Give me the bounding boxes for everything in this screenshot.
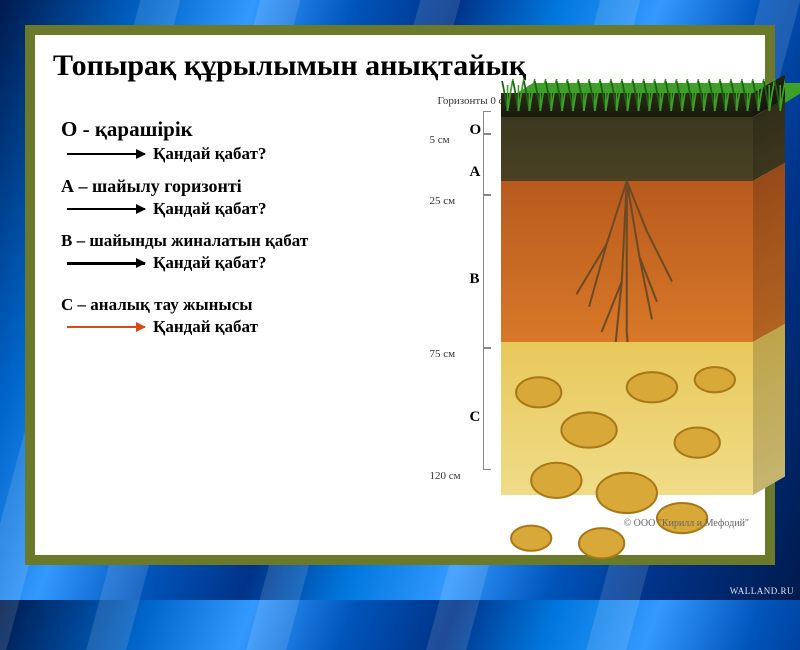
content-area: О - қарашірікҚандай қабат?А – шайылу гор… <box>43 93 757 533</box>
depth-bracket <box>483 111 491 134</box>
depth-bracket <box>483 195 491 348</box>
soil-block <box>501 93 753 495</box>
entry-sublabel: Қандай қабат? <box>153 144 266 164</box>
depth-bracket <box>483 134 491 195</box>
entry-arrow-row: Қандай қабат? <box>67 144 415 164</box>
legend-entry: С – аналық тау жынысыҚандай қабат <box>61 295 415 337</box>
entry-sublabel: Қандай қабат <box>153 317 258 337</box>
scale-title: Горизонты 0 см <box>437 95 510 107</box>
entry-heading: О - қарашірік <box>61 117 415 142</box>
entry-arrow-row: Қандай қабат <box>67 317 415 337</box>
entry-arrow-row: Қандай қабат? <box>67 253 415 273</box>
soil-layer-B <box>501 181 753 342</box>
horizon-letter: C <box>469 409 480 426</box>
soil-layer-side <box>753 324 785 495</box>
entry-heading: С – аналық тау жынысы <box>61 295 415 315</box>
legend-entry: В – шайынды жиналатын қабатҚандай қабат? <box>61 231 415 273</box>
arrow-icon <box>67 262 145 265</box>
horizon-letter: B <box>469 271 479 288</box>
grass-icon <box>501 77 785 113</box>
entry-heading: А – шайылу горизонті <box>61 176 415 197</box>
arrow-icon <box>67 208 145 210</box>
image-credit: © ООО "Кирилл и Мефодий" <box>624 518 749 529</box>
horizon-letter: O <box>469 122 481 139</box>
horizon-letter: A <box>469 164 480 181</box>
arrow-icon <box>67 326 145 328</box>
legend-entry: О - қарашірікҚандай қабат? <box>61 117 415 164</box>
slide-frame: Топырақ құрылымын анықтайық О - қарашірі… <box>25 25 775 565</box>
soil-diagram: Горизонты 0 см 5 см25 см75 см120 смOABC … <box>419 93 757 533</box>
entry-arrow-row: Қандай қабат? <box>67 199 415 219</box>
entry-heading: В – шайынды жиналатын қабат <box>61 231 415 251</box>
legend-column: О - қарашірікҚандай қабат?А – шайылу гор… <box>43 93 419 533</box>
watermark: WALLAND.RU <box>730 586 794 596</box>
entry-sublabel: Қандай қабат? <box>153 199 266 219</box>
soil-layer-C <box>501 342 753 495</box>
pebbles-icon <box>501 342 753 594</box>
legend-entry: А – шайылу горизонтіҚандай қабат? <box>61 176 415 219</box>
soil-layer-A <box>501 117 753 181</box>
arrow-icon <box>67 153 145 155</box>
depth-scale: 5 см25 см75 см120 смOABC <box>429 111 499 493</box>
depth-bracket <box>483 348 491 470</box>
depth-tick: 120 см <box>429 470 495 482</box>
soil-layer-side <box>753 163 785 342</box>
entry-sublabel: Қандай қабат? <box>153 253 266 273</box>
